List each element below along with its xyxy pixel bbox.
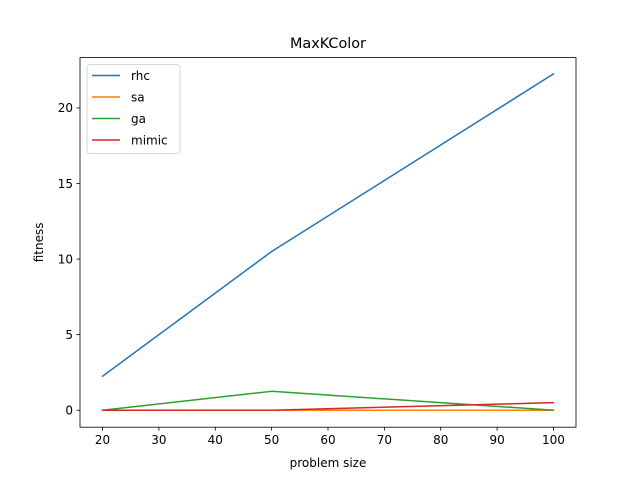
x-tick-label: 90 — [489, 433, 504, 447]
x-tick-label: 100 — [542, 433, 565, 447]
legend-label-rhc: rhc — [131, 69, 150, 83]
y-tick-label: 5 — [65, 328, 73, 342]
chart-title: MaxKColor — [290, 36, 366, 52]
y-tick-label: 10 — [58, 252, 73, 266]
x-tick-label: 80 — [433, 433, 448, 447]
series-layer — [101, 72, 555, 412]
x-tick-label: 20 — [95, 433, 110, 447]
y-axis-ticks: 0 5 10 15 20 — [58, 101, 80, 417]
x-axis-ticks: 20 30 40 50 60 70 80 90 100 — [95, 427, 565, 447]
legend-label-ga: ga — [131, 112, 146, 126]
x-axis-label: problem size — [290, 456, 367, 470]
x-tick-label: 40 — [208, 433, 223, 447]
x-tick-label: 70 — [377, 433, 392, 447]
x-tick-label: 60 — [320, 433, 335, 447]
y-axis-label: fitness — [32, 223, 46, 263]
legend-box — [86, 64, 181, 154]
x-tick-label: 30 — [151, 433, 166, 447]
legend-label-sa: sa — [131, 90, 145, 104]
legend-label-mimic: mimic — [131, 133, 168, 147]
series-line-rhc — [101, 72, 555, 378]
legend-items: rhc sa ga mimic — [92, 69, 168, 147]
series-line-ga — [101, 390, 555, 412]
x-tick-label: 50 — [264, 433, 279, 447]
legend: rhc sa ga mimic — [86, 64, 181, 154]
y-tick-label: 20 — [58, 101, 73, 115]
series-line-mimic — [101, 401, 555, 411]
y-tick-label: 0 — [65, 403, 73, 417]
y-tick-label: 15 — [58, 177, 73, 191]
